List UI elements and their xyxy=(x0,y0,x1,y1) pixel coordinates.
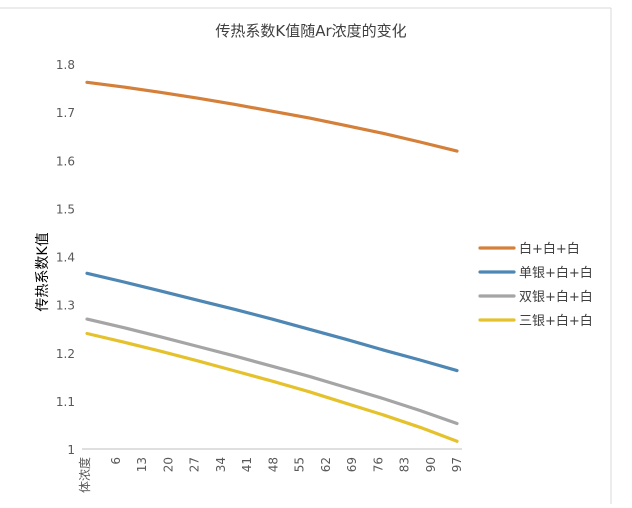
legend-item: 白+白+白 xyxy=(478,241,580,257)
y-tick-label: 1.2 xyxy=(56,347,75,361)
y-tick-label: 1.6 xyxy=(56,154,75,168)
y-axis-label: 传热系数K值 xyxy=(35,232,51,311)
x-tick-label: 48 xyxy=(266,457,280,472)
legend-item: 三银+白+白 xyxy=(478,313,593,329)
legend-label: 三银+白+白 xyxy=(519,313,593,329)
series-line-1 xyxy=(85,80,459,153)
y-tick-label: 1.5 xyxy=(56,202,75,216)
y-tick-label: 1.7 xyxy=(56,106,75,120)
legend-label: 白+白+白 xyxy=(519,241,580,257)
y-tick-label: 1.4 xyxy=(56,251,75,265)
y-axis: 1 1.1 1.2 1.3 1.4 1.5 1.6 1.7 1.8 xyxy=(56,58,462,457)
series-line-3 xyxy=(85,317,459,426)
legend-item: 双银+白+白 xyxy=(478,289,593,305)
y-tick-label: 1.1 xyxy=(56,395,75,409)
legend: 白+白+白单银+白+白双银+白+白三银+白+白 xyxy=(478,241,593,329)
x-tick-label: 体浓度 xyxy=(77,457,92,493)
chart-title: 传热系数K值随Ar浓度的变化 xyxy=(215,22,406,40)
legend-label: 单银+白+白 xyxy=(519,265,593,281)
x-tick-label: 76 xyxy=(371,457,385,472)
x-tick-label: 97 xyxy=(450,457,464,472)
x-tick-label: 69 xyxy=(345,457,359,472)
x-axis: 体浓度 6 13 20 27 34 41 48 55 62 69 76 83 90 97 xyxy=(77,457,464,493)
x-tick-label: 41 xyxy=(240,457,254,472)
plot-area xyxy=(85,80,459,443)
series-line-4 xyxy=(85,331,459,443)
series-line-2 xyxy=(85,271,459,373)
x-tick-label: 34 xyxy=(214,457,228,472)
x-tick-label: 55 xyxy=(293,457,307,472)
legend-item: 单银+白+白 xyxy=(478,265,593,281)
x-tick-label: 62 xyxy=(319,457,333,472)
y-tick-label: 1 xyxy=(67,443,75,457)
y-tick-label: 1.8 xyxy=(56,58,75,72)
legend-label: 双银+白+白 xyxy=(519,289,593,305)
x-tick-label: 20 xyxy=(161,457,175,472)
y-tick-label: 1.3 xyxy=(56,299,75,313)
x-tick-label: 83 xyxy=(398,457,412,472)
x-tick-label: 27 xyxy=(188,457,202,472)
x-tick-label: 90 xyxy=(424,457,438,472)
x-tick-label: 13 xyxy=(135,457,149,472)
x-tick-label: 6 xyxy=(109,457,123,465)
